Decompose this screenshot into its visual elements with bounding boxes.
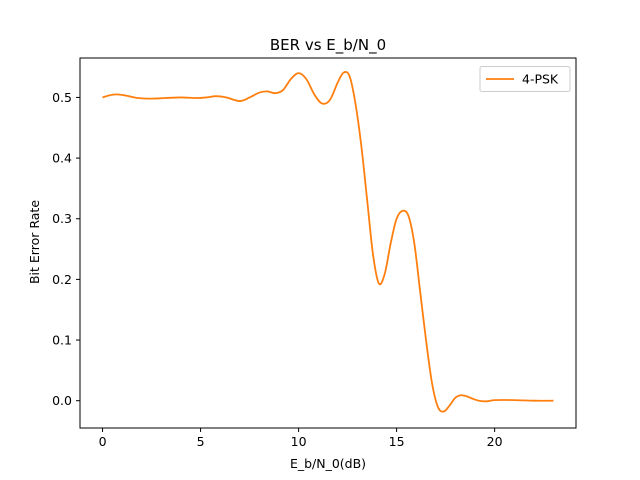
y-tick-label: 0.0 (52, 393, 72, 408)
y-axis-label: Bit Error Rate (27, 200, 42, 284)
y-tick-label: 0.1 (52, 333, 72, 348)
x-tick-label: 10 (291, 434, 307, 449)
legend-box (479, 66, 571, 92)
x-tick-label: 5 (197, 434, 205, 449)
chart-title: BER vs E_b/N_0 (270, 36, 386, 55)
y-tick-label: 0.4 (52, 151, 72, 166)
y-tick-label: 0.2 (52, 272, 72, 287)
legend-label-4-psk: 4-PSK (522, 72, 559, 87)
x-tick-label: 0 (99, 434, 107, 449)
plot-frame (79, 57, 577, 429)
x-tick-label: 20 (487, 434, 503, 449)
y-tick-label: 0.3 (52, 211, 72, 226)
x-tick-label: 15 (389, 434, 405, 449)
x-axis-label: E_b/N_0(dB) (290, 456, 366, 471)
series-line-4-psk (102, 71, 554, 413)
y-tick-label: 0.5 (52, 90, 72, 105)
legend: 4-PSK (479, 66, 571, 92)
